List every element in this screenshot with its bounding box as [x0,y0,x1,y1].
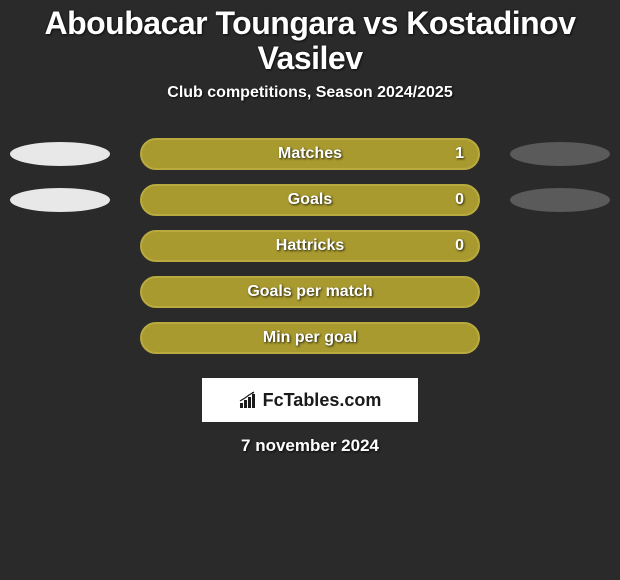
brand-inner: FcTables.com [239,390,382,411]
stat-value: 0 [455,237,464,255]
left-team-marker [10,142,110,166]
stat-row: Matches 1 [0,138,620,170]
stat-bar: Matches 1 [140,138,480,170]
right-team-marker [510,142,610,166]
stat-label: Min per goal [263,329,357,347]
stat-row: Goals per match [0,276,620,308]
date-text: 7 november 2024 [0,436,620,456]
left-team-marker [10,188,110,212]
stat-bar: Min per goal [140,322,480,354]
stat-label: Goals per match [247,283,372,301]
stat-bar: Hattricks 0 [140,230,480,262]
stat-label: Goals [288,191,332,209]
brand-box[interactable]: FcTables.com [202,378,418,422]
stats-rows: Matches 1 Goals 0 Hattricks 0 Goals per match M… [0,138,620,354]
chart-icon [239,391,259,409]
right-team-marker [510,188,610,212]
stat-row: Hattricks 0 [0,230,620,262]
stat-value: 1 [455,145,464,163]
stat-bar: Goals per match [140,276,480,308]
stat-label: Hattricks [276,237,344,255]
comparison-widget: Aboubacar Toungara vs Kostadinov Vasilev… [0,0,620,456]
stat-value: 0 [455,191,464,209]
page-title: Aboubacar Toungara vs Kostadinov Vasilev [0,4,620,84]
stat-label: Matches [278,145,342,163]
stat-bar: Goals 0 [140,184,480,216]
brand-text: FcTables.com [263,390,382,411]
subtitle: Club competitions, Season 2024/2025 [0,84,620,102]
stat-row: Min per goal [0,322,620,354]
stat-row: Goals 0 [0,184,620,216]
